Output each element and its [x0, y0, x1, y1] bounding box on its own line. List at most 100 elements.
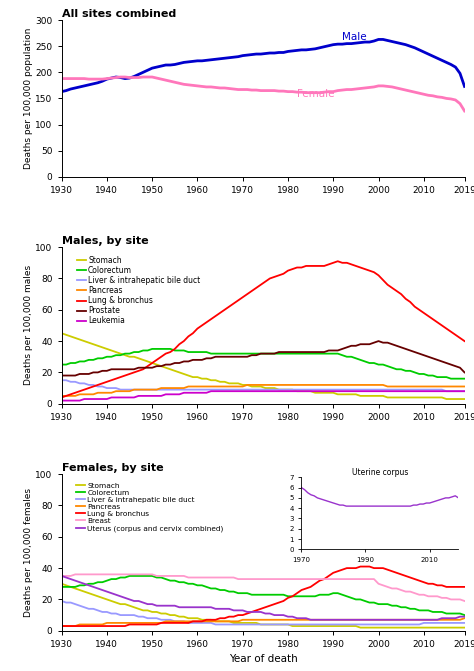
Prostate: [398, 344, 404, 352]
Line: Uterus (corpus and cervix combined): Uterus (corpus and cervix combined): [62, 576, 465, 620]
Lung & bronchus: [398, 290, 404, 298]
Lung & bronchus: [181, 619, 187, 627]
Breast: [118, 570, 123, 578]
Liver & intrahepatic bile duct: [213, 621, 219, 629]
Liver & intrahepatic bile duct: [113, 384, 119, 392]
Colorectum: [59, 360, 64, 368]
Legend: Stomach, Colorectum, Liver & intrahepatic bile duct, Pancreas, Lung & bronchus, : Stomach, Colorectum, Liver & intrahepati…: [73, 479, 227, 535]
Y-axis label: Deaths per 100,000 females: Deaths per 100,000 females: [24, 488, 33, 617]
Pancreas: [398, 382, 404, 391]
Lung & bronchus: [407, 298, 413, 306]
Leukemia: [208, 387, 214, 395]
Colorectum: [407, 605, 413, 613]
Line: Lung & bronchus: Lung & bronchus: [62, 566, 465, 626]
Breast: [462, 597, 467, 605]
Lung & bronchus: [344, 259, 350, 267]
Pancreas: [407, 382, 413, 391]
Colorectum: [448, 374, 454, 382]
Line: Liver & intrahepatic bile duct: Liver & intrahepatic bile duct: [62, 601, 465, 625]
Breast: [407, 588, 413, 596]
Stomach: [59, 329, 64, 338]
X-axis label: Year of death: Year of death: [228, 654, 298, 664]
Colorectum: [398, 365, 404, 373]
Leukemia: [181, 389, 187, 397]
Line: Breast: Breast: [62, 574, 465, 601]
Liver & intrahepatic bile duct: [59, 376, 64, 384]
Pancreas: [462, 382, 467, 391]
Pancreas: [344, 381, 350, 389]
Stomach: [339, 622, 345, 630]
Pancreas: [444, 616, 449, 624]
Stomach: [181, 613, 187, 621]
Stomach: [113, 348, 119, 356]
Prostate: [448, 360, 454, 368]
Line: Stomach: Stomach: [62, 584, 465, 627]
Uterus (corpus and cervix combined): [398, 616, 404, 624]
Colorectum: [462, 611, 467, 619]
Breast: [398, 586, 404, 594]
Colorectum: [149, 345, 155, 353]
Liver & intrahepatic bile duct: [448, 619, 454, 627]
Liver & intrahepatic bile duct: [462, 387, 467, 395]
Lung & bronchus: [448, 583, 454, 591]
Liver & intrahepatic bile duct: [403, 386, 409, 394]
Stomach: [462, 623, 467, 631]
Leukemia: [398, 387, 404, 395]
Pancreas: [394, 616, 400, 624]
Colorectum: [407, 367, 413, 375]
Stomach: [357, 623, 363, 631]
Prostate: [339, 345, 345, 353]
Liver & intrahepatic bile duct: [394, 386, 400, 394]
Uterus (corpus and cervix combined): [462, 613, 467, 621]
Stomach: [339, 391, 345, 399]
Lung & bronchus: [398, 570, 404, 578]
Colorectum: [453, 374, 458, 382]
Uterus (corpus and cervix combined): [308, 616, 313, 624]
Pancreas: [113, 387, 119, 395]
Stomach: [462, 395, 467, 403]
Stomach: [113, 599, 119, 607]
Colorectum: [462, 374, 467, 382]
Stomach: [394, 393, 400, 401]
Prostate: [113, 365, 119, 373]
Line: Pancreas: Pancreas: [62, 618, 465, 626]
Uterus (corpus and cervix combined): [59, 572, 64, 580]
Lung & bronchus: [113, 622, 119, 630]
Uterus (corpus and cervix combined): [113, 590, 119, 599]
Leukemia: [407, 387, 413, 395]
Liver & intrahepatic bile duct: [339, 386, 345, 394]
Prostate: [59, 372, 64, 380]
Colorectum: [185, 348, 191, 356]
Liver & intrahepatic bile duct: [181, 386, 187, 394]
Pancreas: [113, 619, 119, 627]
Prostate: [376, 337, 382, 345]
Stomach: [403, 393, 409, 401]
Y-axis label: Deaths per 100,000 population: Deaths per 100,000 population: [24, 28, 33, 169]
Lung & bronchus: [59, 622, 64, 630]
Lung & bronchus: [462, 583, 467, 591]
Liver & intrahepatic bile duct: [181, 617, 187, 625]
Colorectum: [344, 353, 350, 361]
Uterus (corpus and cervix combined): [448, 614, 454, 622]
Colorectum: [127, 572, 132, 580]
Breast: [185, 574, 191, 582]
Leukemia: [344, 387, 350, 395]
Text: Females, by site: Females, by site: [62, 464, 163, 474]
Lung & bronchus: [448, 327, 454, 336]
Line: Liver & intrahepatic bile duct: Liver & intrahepatic bile duct: [62, 380, 465, 391]
Line: Stomach: Stomach: [62, 333, 465, 399]
Colorectum: [185, 580, 191, 588]
Colorectum: [344, 592, 350, 601]
Stomach: [448, 395, 454, 403]
Breast: [448, 595, 454, 603]
Colorectum: [113, 575, 119, 583]
Liver & intrahepatic bile duct: [398, 621, 404, 629]
Colorectum: [448, 609, 454, 617]
Pancreas: [448, 382, 454, 391]
Colorectum: [59, 583, 64, 591]
Liver & intrahepatic bile duct: [344, 621, 350, 629]
Lung & bronchus: [181, 337, 187, 345]
Text: All sites combined: All sites combined: [62, 9, 176, 19]
Liver & intrahepatic bile duct: [448, 387, 454, 395]
Liver & intrahepatic bile duct: [407, 621, 413, 629]
